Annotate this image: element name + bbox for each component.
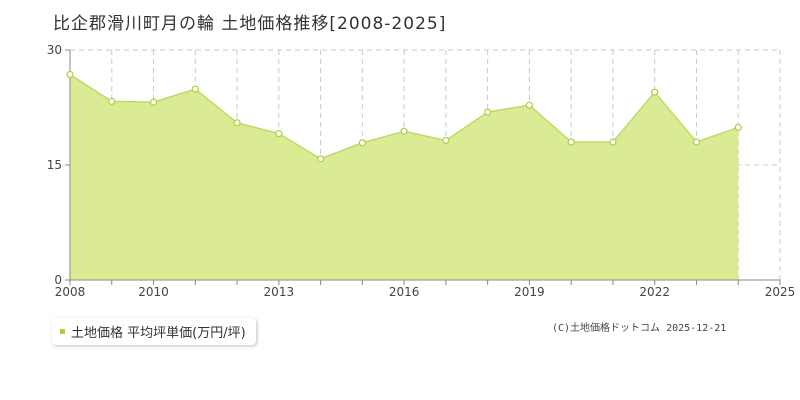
data-point	[66, 70, 74, 79]
data-point	[525, 101, 534, 109]
legend-label: 土地価格 平均坪単価(万円/坪)	[71, 326, 246, 341]
tick-labels: 0 15 30 2008 2010 2013 2016 2019 2022 2025	[47, 43, 796, 299]
data-point	[275, 129, 283, 138]
data-point	[233, 119, 241, 127]
data-point	[567, 138, 575, 146]
x-tick-label: 2022	[639, 285, 670, 299]
data-point	[442, 136, 450, 145]
data-point	[651, 88, 659, 96]
copyright-text: (C)土地価格ドットコム 2025-12-21	[552, 323, 727, 334]
axes	[65, 49, 781, 285]
x-tick-label: 2013	[264, 285, 295, 299]
y-tick-label: 0	[54, 273, 62, 287]
legend: 土地価格 平均坪単価(万円/坪)	[52, 318, 256, 345]
x-tick-label: 2019	[514, 285, 545, 299]
data-point	[108, 97, 116, 105]
chart-title: 比企郡滑川町月の輪 土地価格推移[2008-2025]	[53, 14, 447, 34]
data-point	[316, 155, 325, 163]
data-point	[149, 98, 158, 106]
x-tick-label: 2025	[765, 285, 796, 299]
data-point	[400, 127, 408, 135]
x-tick-label: 2008	[55, 285, 86, 299]
data-point	[191, 85, 199, 93]
data-point	[358, 139, 366, 147]
data-points	[66, 70, 742, 163]
data-point	[734, 123, 742, 132]
legend-marker	[60, 329, 65, 334]
x-tick-label: 2016	[389, 285, 420, 299]
y-tick-label: 30	[47, 43, 62, 57]
data-point	[609, 138, 617, 146]
data-point	[692, 138, 701, 146]
x-tick-label: 2010	[138, 285, 169, 299]
y-tick-label: 15	[47, 158, 62, 172]
data-point	[484, 108, 492, 116]
